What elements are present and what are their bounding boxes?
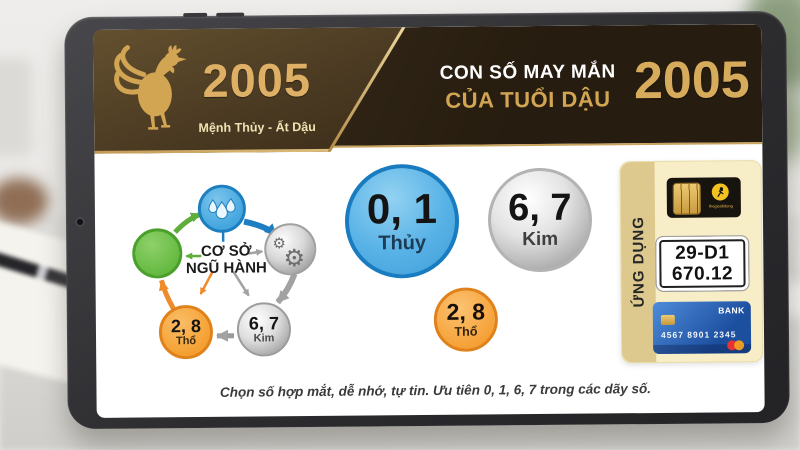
card-number: 4567 8901 2345: [660, 329, 737, 340]
year-badge: 2005: [202, 53, 312, 107]
bank-card: BANK 4567 8901 2345: [652, 301, 752, 355]
sim-brand-text: thegioididong: [708, 203, 733, 209]
lucky-earth-label: Thổ: [454, 324, 478, 339]
advice-note: Chọn số hợp mắt, dễ nhớ, tự tin. Ưu tiên…: [219, 381, 652, 400]
lucky-metal-label: Kim: [522, 228, 559, 251]
blurred-cup: [0, 58, 32, 156]
license-plate: 29-D1 670.12: [655, 235, 750, 293]
metal-node-label: Kim: [253, 332, 275, 345]
applications-title-strip: ỨNG DỤNG: [620, 162, 657, 363]
applications-title: ỨNG DỤNG: [629, 216, 648, 308]
header-title-line1: CON SỐ MAY MẮN: [439, 61, 616, 84]
bank-label: BANK: [718, 305, 745, 316]
brand-logo-icon: [711, 183, 729, 201]
rooster-icon: [114, 45, 187, 130]
destiny-element-label: Mệnh Thủy - Ất Dậu: [198, 119, 316, 135]
tablet-device: 2005 Mệnh Thủy - Ất Dậu CON SỐ MAY MẮN C…: [64, 10, 790, 430]
header-title-line2: CỦA TUỔI DẬU: [445, 86, 611, 113]
tablet-screen: 2005 Mệnh Thủy - Ất Dậu CON SỐ MAY MẮN C…: [93, 24, 765, 418]
diagram-center-label: CƠ SỞ NGŨ HÀNH: [170, 242, 282, 278]
lucky-earth-numbers: 2, 8: [446, 298, 486, 325]
header-title-year: 2005: [633, 51, 750, 111]
lucky-water-label: Thủy: [378, 231, 427, 254]
lucky-metal-circle: 6, 7 Kim: [487, 167, 593, 273]
plate-line1: 29-D1: [675, 242, 730, 264]
lucky-water-numbers: 0, 1: [366, 184, 438, 233]
water-element-node: [197, 184, 247, 233]
diagram-center-line2: NGŨ HÀNH: [185, 259, 267, 278]
plate-line2: 670.12: [671, 263, 734, 285]
earth-node-label: Thổ: [175, 334, 197, 348]
water-drops-icon: [208, 197, 236, 220]
card-chip-icon: [660, 314, 675, 325]
lucky-water-circle: 0, 1 Thủy: [344, 163, 460, 279]
earth-numbers-node: 2, 8 Thổ: [158, 304, 214, 360]
blurred-object: [0, 178, 48, 224]
sim-chip-icon: [672, 182, 701, 215]
infographic-header: 2005 Mệnh Thủy - Ất Dậu CON SỐ MAY MẮN C…: [93, 24, 763, 154]
front-camera: [76, 219, 84, 226]
sim-card: thegioididong: [666, 177, 741, 218]
metal-node-numbers: 6, 7: [248, 313, 279, 334]
lucky-metal-numbers: 6, 7: [508, 186, 572, 230]
applications-panel: ỨNG DỤNG thegioididong 29-D1 670.12: [619, 160, 764, 364]
power-button: [183, 12, 208, 18]
metal-numbers-node: 6, 7 Kim: [236, 302, 292, 357]
earth-node-numbers: 2, 8: [170, 315, 202, 337]
gear-icon: ⚙: [283, 243, 306, 272]
volume-button: [216, 12, 245, 17]
diagram-center-line1: CƠ SỞ: [200, 242, 252, 260]
lucky-earth-circle: 2, 8 Thổ: [433, 287, 499, 352]
card-network-icon-2: [734, 340, 745, 351]
